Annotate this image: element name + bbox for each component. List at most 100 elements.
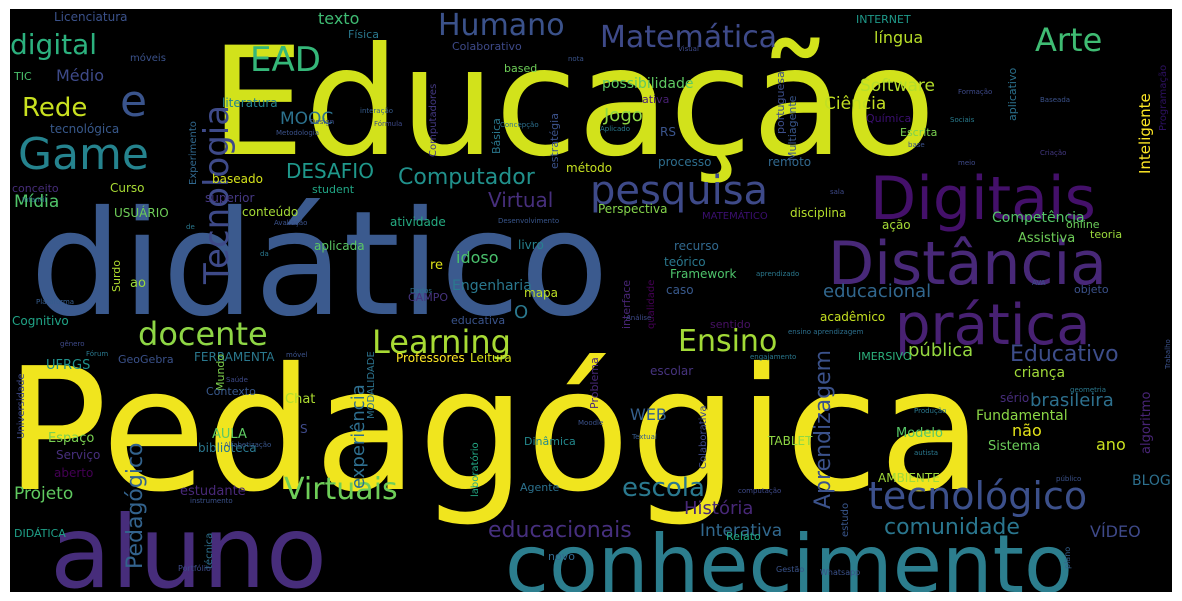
word-123: Escrita [900, 126, 937, 139]
word-24: escola [622, 473, 705, 503]
word-131: Colaborativo [452, 40, 522, 53]
word-152: técnica [203, 533, 215, 569]
word-55: WEB [630, 405, 667, 424]
word-197: de [186, 223, 195, 231]
word-1: Educação [210, 16, 936, 190]
word-56: Assistiva [1018, 231, 1075, 246]
word-10: tecnológico [868, 474, 1087, 518]
word-144: objeto [1074, 283, 1109, 296]
word-157: Visual [678, 45, 699, 53]
word-103: ao [130, 276, 146, 291]
word-29: DESAFIO [286, 159, 374, 183]
word-195: base [908, 141, 925, 149]
word-25: comunidade [884, 515, 1020, 540]
word-189: Metodologia [276, 129, 319, 137]
word-92: atividade [390, 215, 446, 229]
word-124: aplicativo [1006, 67, 1019, 121]
word-101: Cognitivo [12, 314, 69, 328]
word-88: teórico [664, 255, 706, 269]
word-65: AULA [212, 427, 247, 442]
word-78: Dinâmica [524, 435, 576, 448]
word-11: Tecnologia [197, 105, 237, 285]
word-17: digital [10, 28, 97, 61]
word-145: DIDÁTICA [14, 527, 66, 540]
word-89: recurso [674, 239, 719, 253]
word-115: método [566, 161, 612, 175]
word-5: conhecimento [505, 518, 1073, 592]
word-6: Distância [828, 229, 1107, 299]
word-93: conteúdo [242, 205, 298, 219]
word-153: Portfólio [178, 563, 211, 573]
word-74: Professores [396, 351, 465, 365]
word-178: Alfabetização [224, 441, 271, 449]
word-133: literatura [222, 96, 278, 110]
word-44: MOOC [280, 109, 333, 129]
word-26: Educativo [1010, 342, 1119, 367]
word-118: estratégia [548, 113, 561, 169]
word-163: Sociais [950, 116, 975, 124]
word-191: geometria [1070, 386, 1106, 394]
word-63: Modelo [896, 426, 943, 441]
word-172: ensino aprendizagem [788, 328, 864, 336]
word-180: computação [738, 487, 781, 495]
word-193: Formação [958, 88, 992, 96]
word-23: Virtuais [284, 472, 398, 507]
word-96: superior [205, 191, 254, 205]
word-108: O [514, 302, 528, 323]
word-117: ativa [642, 93, 669, 106]
word-86: mapa [524, 286, 558, 300]
word-100: aplicada [314, 239, 365, 253]
word-188: Infantil [22, 196, 46, 204]
word-69: aberto [54, 466, 93, 480]
word-110: educativa [451, 314, 505, 327]
word-51: VÍDEO [1090, 522, 1141, 541]
word-140: disciplina [790, 206, 846, 220]
word-72: GeoGebra [118, 353, 174, 366]
word-165: meio [958, 159, 975, 167]
word-167: Desenvolvimento [498, 217, 559, 225]
word-2: didático [30, 180, 609, 349]
word-112: qualidade [646, 280, 657, 329]
word-67: Espaço [48, 431, 94, 446]
word-168: Dados [410, 287, 432, 295]
word-79: TABLET [767, 434, 813, 448]
word-59: não [1012, 421, 1042, 440]
word-182: público [1056, 475, 1081, 483]
word-155: Whatsapp [820, 568, 860, 577]
word-126: Licenciatura [54, 10, 128, 24]
word-52: idoso [456, 248, 499, 267]
word-4: aluno [50, 494, 327, 592]
word-105: Contexto [206, 385, 256, 398]
word-181: autista [914, 449, 938, 457]
word-87: caso [666, 283, 694, 297]
word-107: S [300, 422, 308, 436]
word-156: plano [1063, 547, 1072, 569]
word-54: Fundamental [976, 408, 1068, 424]
word-138: MODALIDADE [366, 351, 377, 419]
word-134: Experimento [188, 121, 199, 185]
word-16: EAD [250, 40, 321, 80]
word-142: online [1066, 218, 1100, 231]
word-73: FERRAMENTA [194, 350, 275, 364]
word-169: Análise [626, 314, 651, 322]
word-128: TIC [13, 70, 32, 83]
word-147: Relato [726, 530, 761, 543]
word-21: Learning [372, 323, 511, 361]
word-49: possibilidade [602, 76, 693, 92]
word-12: Game [18, 129, 149, 180]
word-18: Rede [22, 93, 87, 123]
word-116: RS [660, 125, 676, 139]
word-121: Multiagente [786, 95, 799, 161]
word-22: Ensino [678, 324, 777, 359]
word-48: Inteligente [1136, 93, 1154, 174]
word-125: Programação [1158, 65, 1169, 131]
word-137: Universidade [16, 373, 27, 439]
word-94: USUÁRIO [114, 205, 169, 220]
word-70: estudante [180, 484, 246, 499]
word-8: prática [895, 293, 1091, 358]
word-32: experiência [348, 384, 369, 489]
word-27: educacionais [488, 518, 632, 543]
word-109: CAMPO [408, 291, 448, 304]
word-14: Humano [438, 9, 565, 43]
